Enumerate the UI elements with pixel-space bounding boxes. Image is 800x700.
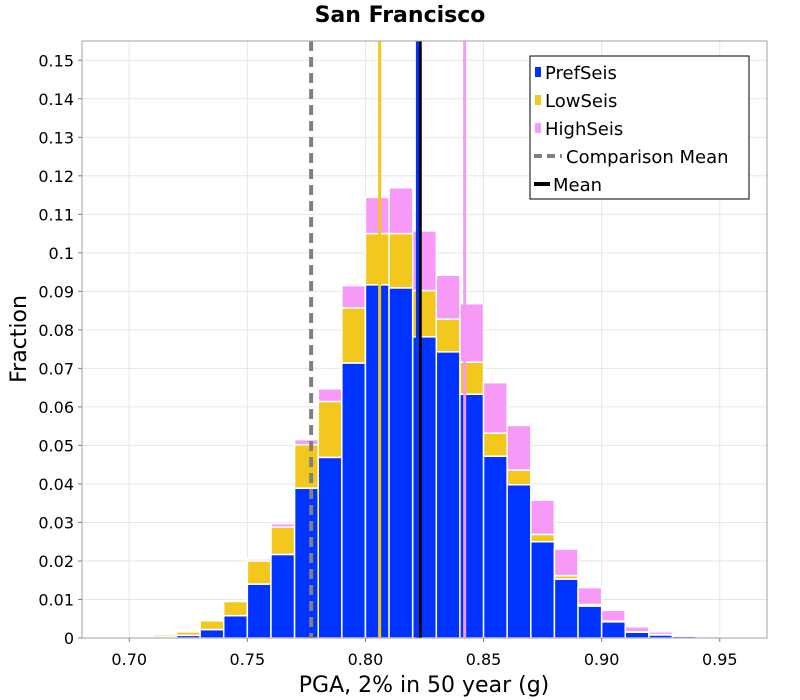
bar-prefseis bbox=[199, 628, 225, 639]
bar-lowseis bbox=[341, 307, 367, 364]
bar-highseis bbox=[317, 388, 343, 403]
y-tick-label: 0.14 bbox=[38, 90, 74, 109]
bar-prefseis bbox=[364, 284, 390, 639]
bar-highseis bbox=[671, 634, 697, 637]
bar-lowseis bbox=[530, 533, 556, 543]
x-tick-label: 0.80 bbox=[348, 650, 384, 669]
y-tick-label: 0.08 bbox=[38, 321, 74, 340]
bar-lowseis bbox=[435, 318, 461, 353]
bar-prefseis bbox=[270, 553, 296, 639]
y-tick-label: 0.11 bbox=[38, 205, 74, 224]
y-axis-label: Fraction bbox=[7, 295, 32, 383]
bar-highseis bbox=[435, 274, 461, 320]
mean-lines bbox=[309, 41, 467, 638]
bar-lowseis bbox=[270, 526, 296, 556]
legend-label-lowseis: LowSeis bbox=[545, 91, 617, 112]
y-tick-label: 0.07 bbox=[38, 359, 74, 378]
bar-prefseis bbox=[435, 351, 461, 639]
y-tick-label: 0.12 bbox=[38, 167, 74, 186]
x-tick-label: 0.90 bbox=[584, 650, 620, 669]
legend-box bbox=[529, 55, 750, 200]
bar-prefseis bbox=[553, 578, 579, 639]
y-tick-label: 0.03 bbox=[38, 513, 74, 532]
y-tick-label: 0.13 bbox=[38, 128, 74, 147]
legend-label-highseis: HighSeis bbox=[545, 119, 623, 140]
legend-swatch-lowseis bbox=[535, 95, 541, 105]
y-tick-label: 0.1 bbox=[49, 244, 74, 263]
y-axis-ticks: 0 0.01 0.02 0.03 0.04 0.05 0.06 0.07 0.08 0.09 0.1… bbox=[38, 51, 82, 648]
legend-label-comparison-mean: Comparison Mean bbox=[566, 147, 729, 168]
x-axis-label: PGA, 2% in 50 year (g) bbox=[299, 673, 550, 698]
bar-prefseis bbox=[246, 583, 272, 639]
bar-lowseis bbox=[317, 400, 343, 459]
bar-highseis bbox=[506, 424, 532, 471]
bar-lowseis bbox=[506, 469, 532, 486]
bar-lowseis bbox=[388, 232, 414, 289]
bar-lowseis bbox=[246, 560, 272, 585]
y-tick-label: 0.09 bbox=[38, 282, 74, 301]
bar-lowseis bbox=[364, 232, 390, 286]
bar-highseis bbox=[341, 284, 367, 309]
bar-highseis bbox=[364, 196, 390, 235]
legend: PrefSeis LowSeis HighSeis Comparison Mean Me… bbox=[529, 55, 750, 200]
x-axis-ticks: 0.70 0.75 0.80 0.85 0.90 0.95 bbox=[111, 638, 738, 669]
bar-highseis bbox=[270, 522, 296, 528]
y-tick-label: 0.01 bbox=[38, 590, 74, 609]
x-tick-label: 0.95 bbox=[702, 650, 738, 669]
bar-prefseis bbox=[293, 487, 319, 639]
bar-prefseis bbox=[317, 456, 343, 639]
y-tick-label: 0.02 bbox=[38, 552, 74, 571]
x-tick-label: 0.70 bbox=[111, 650, 147, 669]
legend-label-mean: Mean bbox=[553, 175, 602, 196]
bar-highseis bbox=[293, 438, 319, 446]
y-tick-label: 0.15 bbox=[38, 51, 74, 70]
y-tick-label: 0.05 bbox=[38, 436, 74, 455]
x-tick-label: 0.85 bbox=[466, 650, 502, 669]
bar-lowseis bbox=[152, 634, 178, 638]
bar-lowseis bbox=[199, 619, 225, 631]
bar-highseis bbox=[648, 631, 674, 636]
bar-prefseis bbox=[624, 631, 650, 639]
y-tick-label: 0.04 bbox=[38, 475, 74, 494]
bar-highseis bbox=[246, 558, 272, 562]
chart-title: San Francisco bbox=[315, 3, 486, 28]
bar-lowseis bbox=[222, 600, 249, 617]
bar-highseis bbox=[482, 381, 508, 434]
bar-prefseis bbox=[341, 362, 367, 639]
bar-highseis bbox=[530, 499, 556, 536]
bar-prefseis bbox=[388, 287, 414, 639]
y-tick-label: 0 bbox=[64, 629, 74, 648]
bar-highseis bbox=[600, 609, 627, 622]
y-tick-label: 0.06 bbox=[38, 398, 74, 417]
bar-prefseis bbox=[577, 605, 603, 639]
bar-highseis bbox=[624, 626, 650, 633]
legend-swatch-prefseis bbox=[535, 67, 541, 77]
bar-highseis bbox=[222, 599, 249, 603]
bar-prefseis bbox=[530, 540, 556, 639]
bar-highseis bbox=[553, 548, 579, 577]
bar-highseis bbox=[388, 186, 414, 235]
legend-swatch-highseis bbox=[535, 123, 541, 133]
bar-prefseis bbox=[222, 614, 249, 639]
legend-label-prefseis: PrefSeis bbox=[545, 63, 617, 84]
bars bbox=[128, 186, 768, 639]
bar-lowseis bbox=[482, 432, 508, 457]
plot-frame bbox=[81, 40, 768, 639]
bar-highseis bbox=[199, 619, 225, 622]
x-tick-label: 0.75 bbox=[230, 650, 266, 669]
bar-lowseis bbox=[293, 443, 319, 489]
bar-prefseis bbox=[600, 621, 627, 639]
bar-highseis bbox=[695, 634, 721, 638]
bar-highseis bbox=[577, 586, 603, 606]
bar-prefseis bbox=[482, 455, 508, 639]
bar-prefseis bbox=[506, 483, 532, 639]
